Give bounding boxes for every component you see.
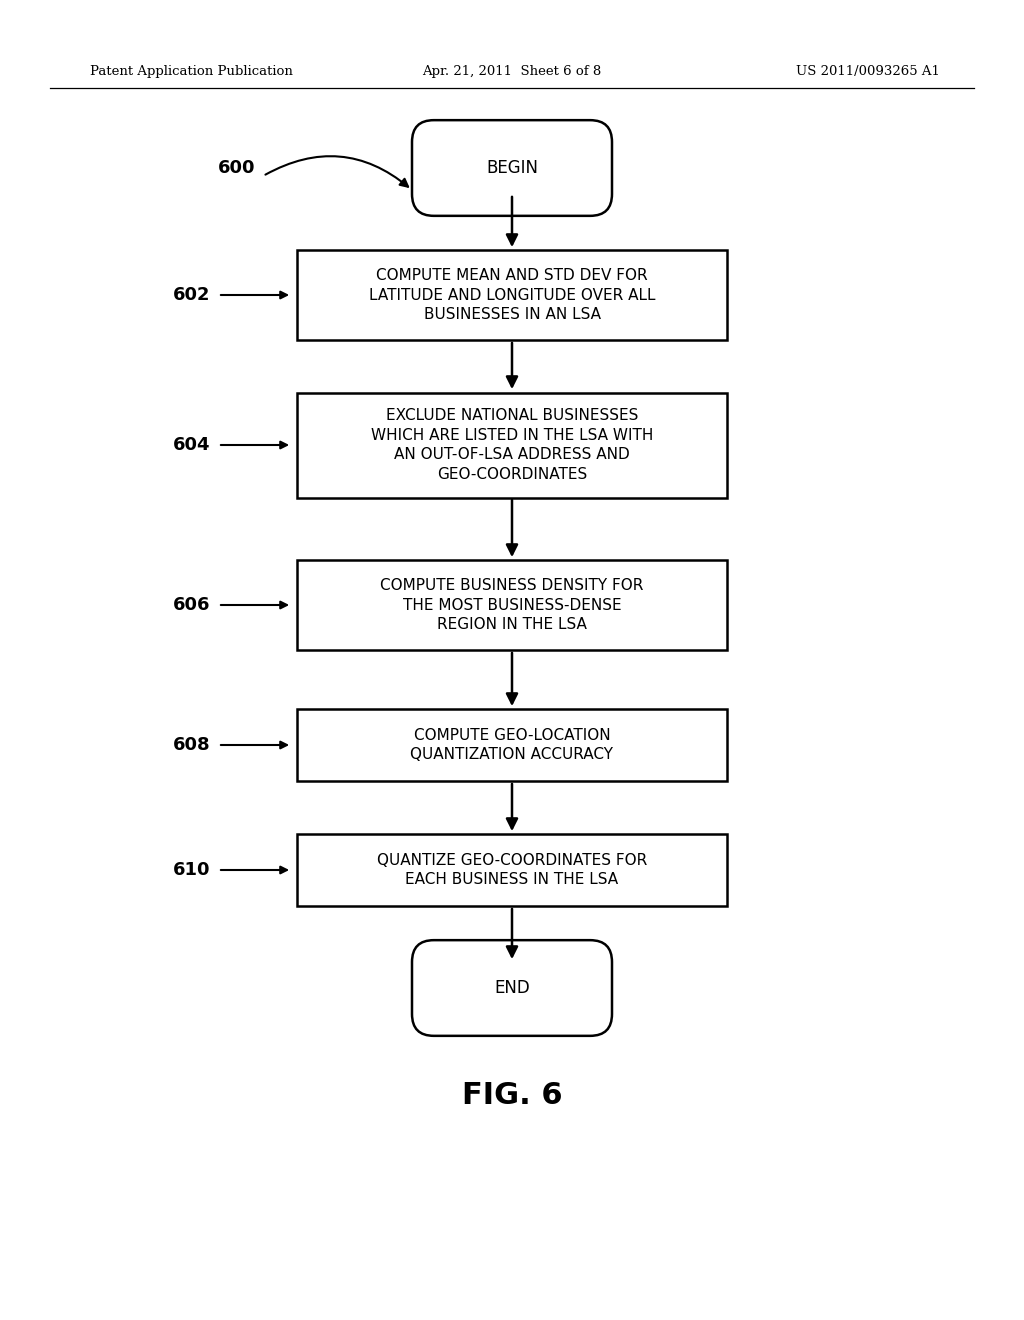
Text: COMPUTE BUSINESS DENSITY FOR
THE MOST BUSINESS-DENSE
REGION IN THE LSA: COMPUTE BUSINESS DENSITY FOR THE MOST BU… (380, 578, 644, 632)
Text: QUANTIZE GEO-COORDINATES FOR
EACH BUSINESS IN THE LSA: QUANTIZE GEO-COORDINATES FOR EACH BUSINE… (377, 853, 647, 887)
Text: FIG. 6: FIG. 6 (462, 1081, 562, 1110)
Text: US 2011/0093265 A1: US 2011/0093265 A1 (796, 66, 940, 78)
Text: END: END (495, 979, 529, 997)
FancyBboxPatch shape (297, 834, 727, 906)
FancyBboxPatch shape (412, 120, 612, 216)
Text: Patent Application Publication: Patent Application Publication (90, 66, 293, 78)
FancyBboxPatch shape (297, 249, 727, 341)
Text: EXCLUDE NATIONAL BUSINESSES
WHICH ARE LISTED IN THE LSA WITH
AN OUT-OF-LSA ADDRE: EXCLUDE NATIONAL BUSINESSES WHICH ARE LI… (371, 408, 653, 482)
FancyBboxPatch shape (297, 709, 727, 781)
Text: 604: 604 (172, 436, 210, 454)
Text: Apr. 21, 2011  Sheet 6 of 8: Apr. 21, 2011 Sheet 6 of 8 (422, 66, 602, 78)
FancyBboxPatch shape (297, 392, 727, 498)
Text: BEGIN: BEGIN (486, 158, 538, 177)
FancyBboxPatch shape (297, 560, 727, 649)
Text: 600: 600 (217, 158, 255, 177)
Text: 602: 602 (172, 286, 210, 304)
FancyBboxPatch shape (412, 940, 612, 1036)
Text: 608: 608 (172, 737, 210, 754)
Text: 610: 610 (172, 861, 210, 879)
Text: 606: 606 (172, 597, 210, 614)
Text: COMPUTE MEAN AND STD DEV FOR
LATITUDE AND LONGITUDE OVER ALL
BUSINESSES IN AN LS: COMPUTE MEAN AND STD DEV FOR LATITUDE AN… (369, 268, 655, 322)
Text: COMPUTE GEO-LOCATION
QUANTIZATION ACCURACY: COMPUTE GEO-LOCATION QUANTIZATION ACCURA… (411, 727, 613, 763)
